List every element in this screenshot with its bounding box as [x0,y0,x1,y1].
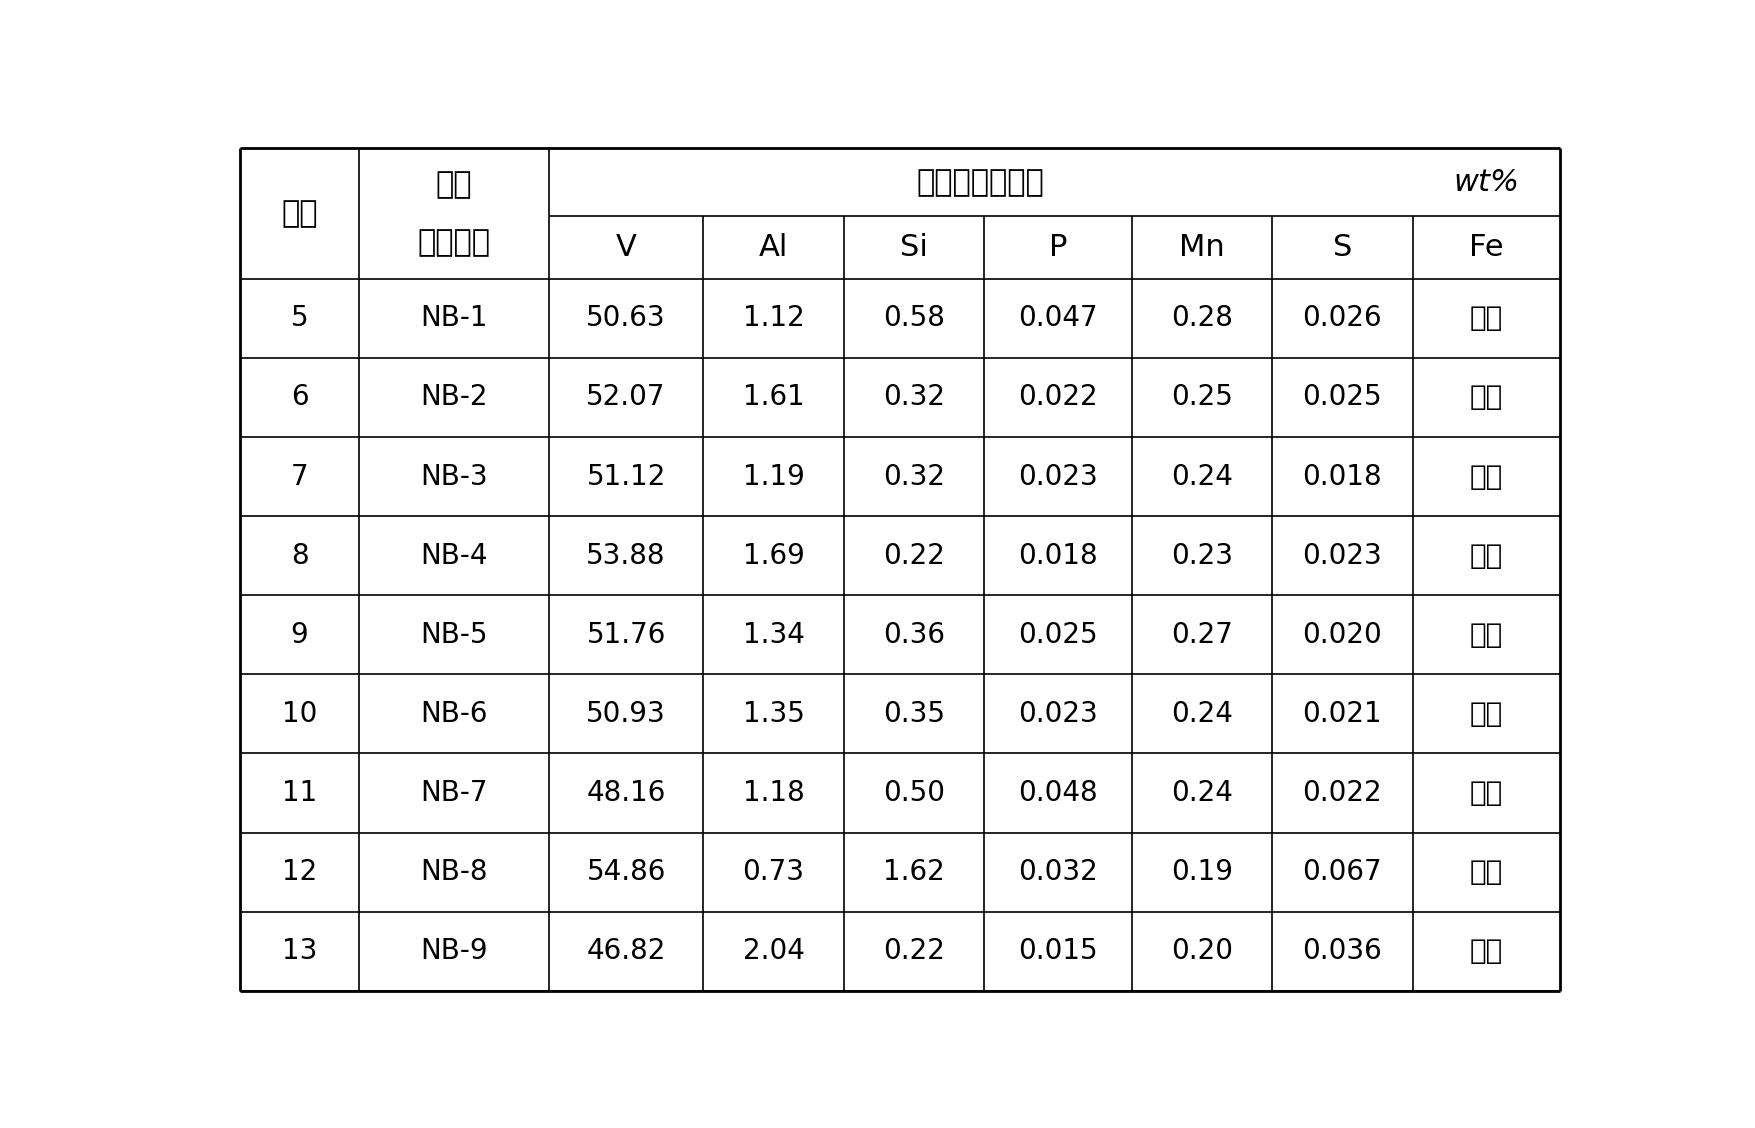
Text: 8: 8 [291,541,309,570]
Text: 0.24: 0.24 [1171,779,1232,807]
Text: 0.32: 0.32 [883,384,944,412]
Text: Al: Al [758,232,788,262]
Text: 5: 5 [291,305,309,333]
Text: 46.82: 46.82 [586,937,665,966]
Text: 51.76: 51.76 [586,620,665,649]
Text: 0.020: 0.020 [1302,620,1381,649]
Text: 0.25: 0.25 [1171,384,1232,412]
Text: 0.24: 0.24 [1171,462,1232,491]
Text: 0.025: 0.025 [1302,384,1381,412]
Text: 标准: 标准 [435,169,472,199]
Text: 1.35: 1.35 [742,699,804,728]
Text: 标样各元素含量: 标样各元素含量 [916,168,1044,196]
Text: wt%: wt% [1453,168,1518,196]
Text: 0.018: 0.018 [1018,541,1097,570]
Text: NB-5: NB-5 [419,620,488,649]
Text: 1.12: 1.12 [742,305,804,333]
Text: 0.047: 0.047 [1018,305,1097,333]
Text: NB-6: NB-6 [419,699,488,728]
Text: 11: 11 [283,779,318,807]
Text: 52.07: 52.07 [586,384,665,412]
Text: 0.025: 0.025 [1018,620,1097,649]
Text: 序号: 序号 [281,199,318,228]
Text: 余量: 余量 [1469,937,1502,966]
Text: 50.63: 50.63 [586,305,665,333]
Text: 0.27: 0.27 [1171,620,1232,649]
Text: 余量: 余量 [1469,384,1502,412]
Text: 1.69: 1.69 [742,541,804,570]
Text: 0.50: 0.50 [883,779,944,807]
Text: 0.73: 0.73 [742,858,804,887]
Text: 0.35: 0.35 [883,699,944,728]
Text: 0.023: 0.023 [1018,699,1097,728]
Text: 51.12: 51.12 [586,462,665,491]
Text: 余量: 余量 [1469,541,1502,570]
Text: 0.58: 0.58 [883,305,944,333]
Text: 0.067: 0.067 [1302,858,1381,887]
Text: NB-3: NB-3 [419,462,488,491]
Text: 0.036: 0.036 [1302,937,1381,966]
Text: V: V [616,232,635,262]
Text: 10: 10 [283,699,318,728]
Text: 0.021: 0.021 [1302,699,1381,728]
Text: 0.19: 0.19 [1171,858,1232,887]
Text: 0.048: 0.048 [1018,779,1097,807]
Text: 12: 12 [283,858,318,887]
Text: 0.023: 0.023 [1018,462,1097,491]
Text: 0.20: 0.20 [1171,937,1232,966]
Text: 1.18: 1.18 [742,779,804,807]
Text: 0.022: 0.022 [1302,779,1381,807]
Text: 13: 13 [283,937,318,966]
Text: 1.61: 1.61 [742,384,804,412]
Text: Si: Si [900,232,927,262]
Text: 0.22: 0.22 [883,541,944,570]
Text: 余量: 余量 [1469,462,1502,491]
Text: 0.026: 0.026 [1302,305,1381,333]
Text: 0.023: 0.023 [1302,541,1381,570]
Text: Mn: Mn [1178,232,1223,262]
Text: 0.23: 0.23 [1171,541,1232,570]
Text: 48.16: 48.16 [586,779,665,807]
Text: NB-1: NB-1 [419,305,488,333]
Text: 0.28: 0.28 [1171,305,1232,333]
Text: S: S [1332,232,1351,262]
Text: 0.24: 0.24 [1171,699,1232,728]
Text: 2.04: 2.04 [742,937,804,966]
Text: 6: 6 [291,384,309,412]
Text: 0.032: 0.032 [1018,858,1097,887]
Text: 1.19: 1.19 [742,462,804,491]
Text: 余量: 余量 [1469,858,1502,887]
Text: NB-4: NB-4 [419,541,488,570]
Text: 余量: 余量 [1469,699,1502,728]
Text: 7: 7 [291,462,309,491]
Text: 53.88: 53.88 [586,541,665,570]
Text: 0.015: 0.015 [1018,937,1097,966]
Text: 0.22: 0.22 [883,937,944,966]
Text: 0.32: 0.32 [883,462,944,491]
Text: 9: 9 [291,620,309,649]
Text: NB-9: NB-9 [419,937,488,966]
Text: 54.86: 54.86 [586,858,665,887]
Text: 1.62: 1.62 [883,858,944,887]
Text: 余量: 余量 [1469,305,1502,333]
Text: 0.36: 0.36 [883,620,944,649]
Text: 1.34: 1.34 [742,620,804,649]
Text: NB-7: NB-7 [419,779,488,807]
Text: 0.022: 0.022 [1018,384,1097,412]
Text: Fe: Fe [1469,232,1502,262]
Text: 50.93: 50.93 [586,699,665,728]
Text: 0.018: 0.018 [1302,462,1381,491]
Text: 余量: 余量 [1469,620,1502,649]
Text: 标品编号: 标品编号 [418,228,490,257]
Text: NB-2: NB-2 [419,384,488,412]
Text: P: P [1048,232,1067,262]
Text: NB-8: NB-8 [419,858,488,887]
Text: 余量: 余量 [1469,779,1502,807]
